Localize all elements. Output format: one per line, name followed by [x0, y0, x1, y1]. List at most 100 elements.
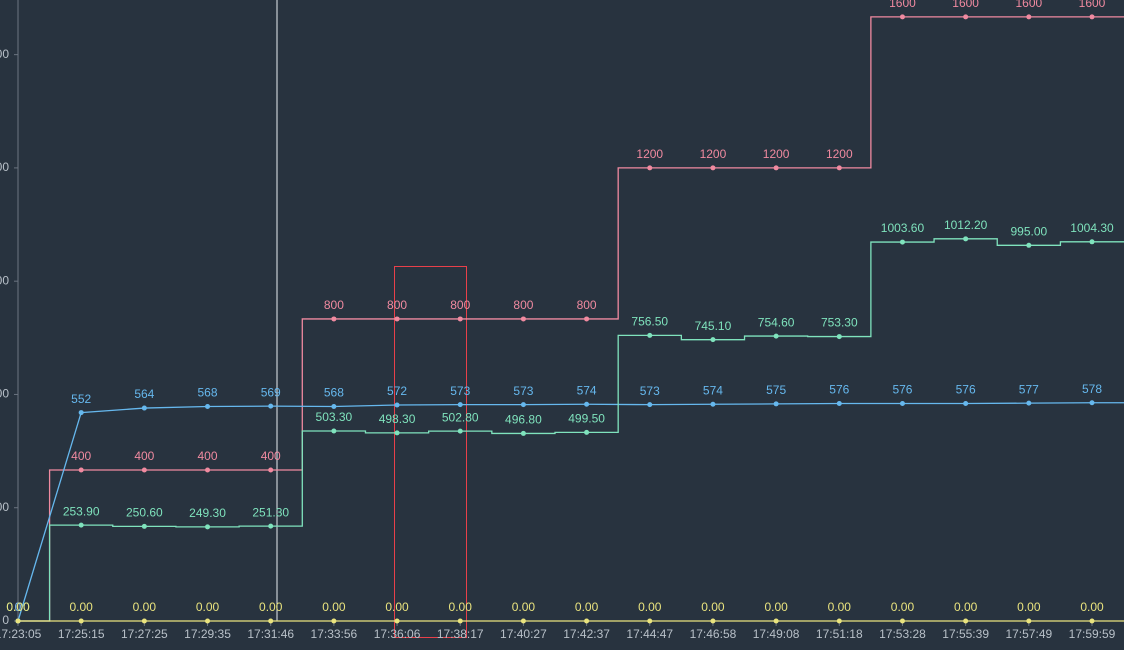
data-point [773, 618, 779, 624]
data-point [394, 430, 400, 436]
data-label: 800 [513, 298, 533, 312]
x-tick-label: 17:36:06 [374, 627, 421, 641]
y-tick-label: 900 [0, 273, 9, 287]
data-point [141, 618, 147, 624]
x-tick-label: 17:51:18 [816, 627, 863, 641]
data-point [205, 618, 211, 624]
data-label: 568 [198, 386, 218, 400]
data-label: 400 [71, 449, 91, 463]
data-point [394, 402, 400, 408]
data-label: 0.00 [449, 600, 473, 614]
data-point [15, 618, 21, 624]
data-label: 0.00 [69, 600, 93, 614]
data-label: 0.00 [575, 600, 599, 614]
data-point [457, 402, 463, 408]
data-label: 0.00 [1080, 600, 1104, 614]
data-label: 0.00 [954, 600, 978, 614]
data-label: 0.00 [512, 600, 536, 614]
y-tick-label: 300 [0, 500, 9, 514]
data-point [457, 618, 463, 624]
data-point [141, 523, 147, 529]
x-tick-label: 17:59:59 [1069, 627, 1116, 641]
data-label: 1600 [952, 0, 979, 10]
data-point [647, 165, 653, 171]
data-label: 0.00 [638, 600, 662, 614]
x-tick-label: 17:38:17 [437, 627, 484, 641]
data-label: 253.90 [63, 504, 100, 518]
series-line [18, 16, 1124, 622]
data-label: 0.00 [6, 600, 30, 614]
data-point [1089, 618, 1095, 624]
data-point [1026, 400, 1032, 406]
data-point [205, 467, 211, 473]
data-label: 0.00 [322, 600, 346, 614]
data-label: 0.00 [828, 600, 852, 614]
data-point [331, 316, 337, 322]
data-point [268, 403, 274, 409]
data-point [647, 618, 653, 624]
data-point [520, 316, 526, 322]
y-tick-label: 1500 [0, 47, 9, 61]
data-label: 800 [577, 298, 597, 312]
x-tick-label: 17:23:05 [0, 627, 42, 641]
data-point [836, 401, 842, 407]
data-point [457, 316, 463, 322]
data-label: 573 [513, 384, 533, 398]
data-point [78, 410, 84, 416]
data-label: 568 [324, 386, 344, 400]
data-point [773, 401, 779, 407]
data-point [268, 467, 274, 473]
data-label: 499.50 [568, 412, 605, 426]
x-tick-label: 17:42:37 [563, 627, 610, 641]
data-label: 1600 [1079, 0, 1106, 10]
data-label: 1003.60 [881, 221, 925, 235]
data-point [1026, 242, 1032, 248]
data-point [520, 430, 526, 436]
data-label: 496.80 [505, 413, 542, 427]
data-point [836, 165, 842, 171]
x-tick-label: 17:25:15 [58, 627, 105, 641]
data-point [394, 618, 400, 624]
data-point [899, 618, 905, 624]
data-point [268, 523, 274, 529]
x-tick-label: 17:40:27 [500, 627, 547, 641]
x-tick-label: 17:57:49 [1005, 627, 1052, 641]
data-point [520, 618, 526, 624]
x-tick-label: 17:33:56 [311, 627, 358, 641]
data-label: 250.60 [126, 506, 163, 520]
data-label: 753.30 [821, 316, 858, 330]
data-point [899, 239, 905, 245]
data-label: 1200 [700, 147, 727, 161]
data-label: 800 [450, 298, 470, 312]
data-point [710, 401, 716, 407]
data-label: 0.00 [385, 600, 409, 614]
data-label: 0.00 [133, 600, 157, 614]
data-point [520, 402, 526, 408]
data-point [773, 165, 779, 171]
data-point [836, 618, 842, 624]
data-label: 573 [640, 384, 660, 398]
x-tick-label: 17:55:39 [942, 627, 989, 641]
data-label: 1012.20 [944, 218, 988, 232]
data-label: 0 [15, 600, 22, 614]
data-point [394, 316, 400, 322]
data-point [836, 334, 842, 340]
data-label: 756.50 [631, 315, 668, 329]
data-label: 0 [15, 600, 22, 614]
data-label: 572 [387, 384, 407, 398]
data-label: 498.30 [379, 412, 416, 426]
data-label: 573 [450, 384, 470, 398]
data-point [647, 332, 653, 338]
data-point [331, 618, 337, 624]
data-label: 1200 [763, 147, 790, 161]
data-label: 400 [198, 449, 218, 463]
data-label: 0.00 [1017, 600, 1041, 614]
data-label: 1004.30 [1070, 221, 1114, 235]
data-label: 0.00 [701, 600, 725, 614]
data-point [647, 402, 653, 408]
data-label: 564 [134, 387, 154, 401]
data-point [268, 618, 274, 624]
data-label: 0.00 [6, 600, 30, 614]
